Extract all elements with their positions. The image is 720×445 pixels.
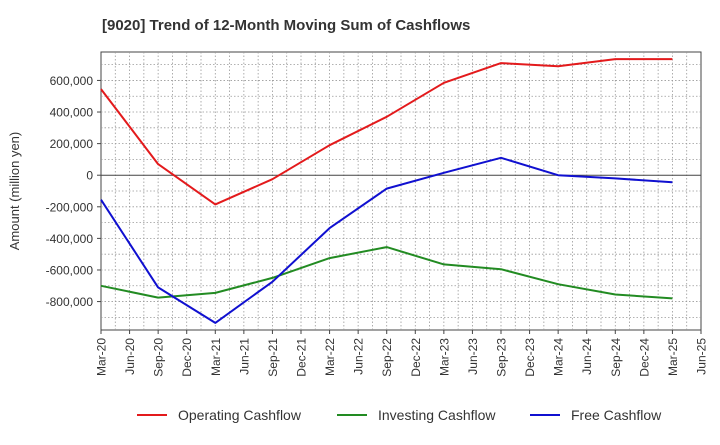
x-tick-label: Mar-23 bbox=[437, 338, 451, 376]
series-line-investing-cashflow bbox=[100, 246, 673, 300]
x-tick-label: Jun-24 bbox=[580, 338, 594, 375]
legend-label: Investing Cashflow bbox=[378, 407, 496, 423]
x-axis-ticks: Mar-20 Jun-20 Sep-20 Dec-20 Mar-21 Jun-21 Sep-… bbox=[95, 330, 709, 377]
y-tick-label: -800,000 bbox=[46, 295, 94, 309]
y-tick-label: -200,000 bbox=[46, 200, 94, 214]
x-tick-label: Mar-21 bbox=[209, 338, 223, 376]
chart-title: [9020] Trend of 12-Month Moving Sum of C… bbox=[102, 17, 470, 34]
x-tick-label: Mar-25 bbox=[666, 338, 680, 376]
x-tick-label: Sep-23 bbox=[495, 338, 509, 377]
y-tick-label: -400,000 bbox=[46, 232, 94, 246]
y-axis-label: Amount (million yen) bbox=[7, 132, 22, 251]
grid-lines bbox=[101, 52, 701, 330]
x-tick-label: Sep-24 bbox=[609, 338, 623, 377]
x-tick-label: Dec-22 bbox=[409, 338, 423, 377]
series-line-operating-cashflow bbox=[100, 58, 673, 206]
x-tick-label: Sep-22 bbox=[380, 338, 394, 377]
x-tick-label: Mar-22 bbox=[323, 338, 337, 376]
x-tick-label: Jun-25 bbox=[695, 338, 709, 375]
x-tick-label: Mar-20 bbox=[95, 338, 109, 376]
x-tick-label: Dec-21 bbox=[295, 338, 309, 377]
x-tick-label: Dec-20 bbox=[180, 338, 194, 377]
x-tick-label: Mar-24 bbox=[552, 338, 566, 376]
x-tick-label: Sep-21 bbox=[266, 338, 280, 377]
x-tick-label: Dec-23 bbox=[523, 338, 537, 377]
x-tick-label: Sep-20 bbox=[152, 338, 166, 377]
series-lines bbox=[100, 58, 673, 324]
series-line-free-cashflow bbox=[100, 156, 673, 324]
x-tick-label: Jun-22 bbox=[352, 338, 366, 375]
y-axis-ticks: 600,000 400,000 200,000 0 -200,000 -400,000 -6… bbox=[46, 74, 101, 309]
y-tick-label: 0 bbox=[86, 169, 93, 183]
x-tick-label: Jun-21 bbox=[237, 338, 251, 375]
legend-label: Free Cashflow bbox=[571, 407, 662, 423]
legend-label: Operating Cashflow bbox=[178, 407, 302, 423]
y-tick-label: 600,000 bbox=[50, 74, 94, 88]
y-tick-label: 400,000 bbox=[50, 106, 94, 120]
y-tick-label: 200,000 bbox=[50, 137, 94, 151]
plot-area bbox=[100, 51, 702, 331]
legend: Operating Cashflow Investing Cashflow Free… bbox=[137, 407, 662, 423]
y-tick-label: -600,000 bbox=[46, 263, 94, 277]
x-tick-label: Jun-23 bbox=[466, 338, 480, 375]
x-tick-label: Dec-24 bbox=[637, 338, 651, 377]
x-tick-label: Jun-20 bbox=[123, 338, 137, 375]
